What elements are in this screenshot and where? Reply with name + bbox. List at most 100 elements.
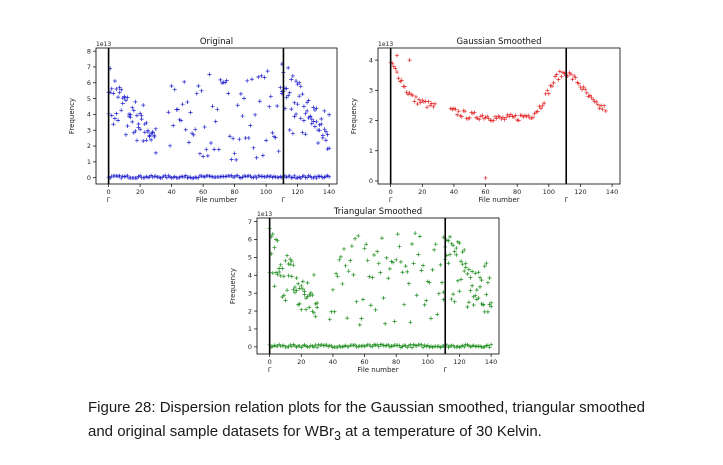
data-point xyxy=(289,259,294,264)
data-point xyxy=(327,112,332,117)
data-point xyxy=(489,304,494,309)
data-point xyxy=(297,94,302,99)
data-point xyxy=(289,77,294,82)
data-point xyxy=(456,109,461,114)
data-point xyxy=(327,174,332,179)
data-point xyxy=(354,299,359,304)
data-point xyxy=(473,271,478,276)
data-point xyxy=(202,125,207,130)
figure-caption-line2-end: at a temperature of 30 Kelvin. xyxy=(340,423,542,440)
data-point xyxy=(480,113,485,118)
data-point xyxy=(300,92,305,97)
data-point xyxy=(289,107,294,112)
data-point xyxy=(322,108,327,113)
data-point xyxy=(133,99,138,104)
data-points xyxy=(106,62,332,181)
data-point xyxy=(283,298,288,303)
y-tick-label: 0 xyxy=(87,174,91,182)
data-point xyxy=(284,86,289,91)
data-point xyxy=(411,261,416,266)
data-point xyxy=(298,84,303,89)
data-point xyxy=(212,147,217,152)
data-point xyxy=(208,140,213,145)
figure-caption-prefix: Figure 28: xyxy=(88,399,160,416)
data-point xyxy=(455,278,460,283)
data-point xyxy=(348,258,353,263)
x-axis-title: File number xyxy=(478,196,519,204)
data-point xyxy=(603,108,608,113)
data-point xyxy=(387,266,392,271)
data-point xyxy=(410,241,415,246)
data-point xyxy=(484,292,489,297)
data-point xyxy=(145,128,150,133)
data-point xyxy=(433,242,438,247)
data-point xyxy=(182,79,187,84)
data-point xyxy=(311,105,316,110)
data-point xyxy=(114,111,119,116)
data-point xyxy=(545,88,550,93)
y-tick-label: 3 xyxy=(87,126,91,134)
data-point xyxy=(152,134,157,139)
plot-frame xyxy=(256,217,500,355)
data-point xyxy=(487,275,492,280)
data-point xyxy=(168,143,173,148)
data-point xyxy=(125,124,130,129)
data-point xyxy=(583,87,588,92)
data-point xyxy=(489,300,494,305)
gamma-label: Γ xyxy=(389,196,393,204)
y-tick-label: 3 xyxy=(369,87,373,95)
data-point xyxy=(392,319,397,324)
data-point xyxy=(114,86,119,91)
data-point xyxy=(462,344,467,349)
x-tick-label: 140 xyxy=(323,188,335,196)
x-tick-label: 100 xyxy=(543,188,555,196)
data-point xyxy=(316,140,321,145)
data-point xyxy=(379,236,384,241)
data-point xyxy=(403,264,408,269)
data-point xyxy=(288,262,293,267)
figure-caption-line2: and original sample datasets for WBr xyxy=(88,423,334,440)
x-tick-label: 100 xyxy=(260,188,272,196)
data-point xyxy=(595,102,600,107)
data-point xyxy=(531,115,536,120)
data-point xyxy=(305,280,310,285)
data-point xyxy=(538,106,543,111)
y-tick-label: 6 xyxy=(87,79,91,87)
y-tick-label: 0 xyxy=(248,343,252,351)
data-point xyxy=(254,155,259,160)
data-point xyxy=(185,100,190,105)
data-point xyxy=(218,77,223,82)
x-tick-label: 140 xyxy=(606,188,618,196)
data-point xyxy=(584,90,589,95)
plot-frame xyxy=(377,47,621,185)
data-point xyxy=(581,84,586,89)
data-point xyxy=(455,112,460,117)
y-axis-title: Frequency xyxy=(229,268,237,304)
data-point xyxy=(431,104,436,109)
data-point xyxy=(591,97,596,102)
data-point xyxy=(360,297,365,302)
data-point xyxy=(275,104,280,109)
data-point xyxy=(340,281,345,286)
data-point xyxy=(408,320,413,325)
data-point xyxy=(549,84,554,89)
data-point xyxy=(309,121,314,126)
data-point xyxy=(402,84,407,89)
data-point xyxy=(119,108,124,113)
data-point xyxy=(270,271,275,276)
data-point xyxy=(272,284,277,289)
data-point xyxy=(467,115,472,120)
data-point xyxy=(478,284,483,289)
data-point xyxy=(319,117,324,122)
data-point xyxy=(425,105,430,110)
data-point xyxy=(309,117,314,122)
data-point xyxy=(346,269,351,274)
data-point xyxy=(460,262,465,267)
data-point xyxy=(500,115,505,120)
data-point xyxy=(280,266,285,271)
data-point xyxy=(112,79,117,84)
data-point xyxy=(307,293,312,298)
data-point xyxy=(485,114,490,119)
y-tick-label: 7 xyxy=(87,63,91,71)
